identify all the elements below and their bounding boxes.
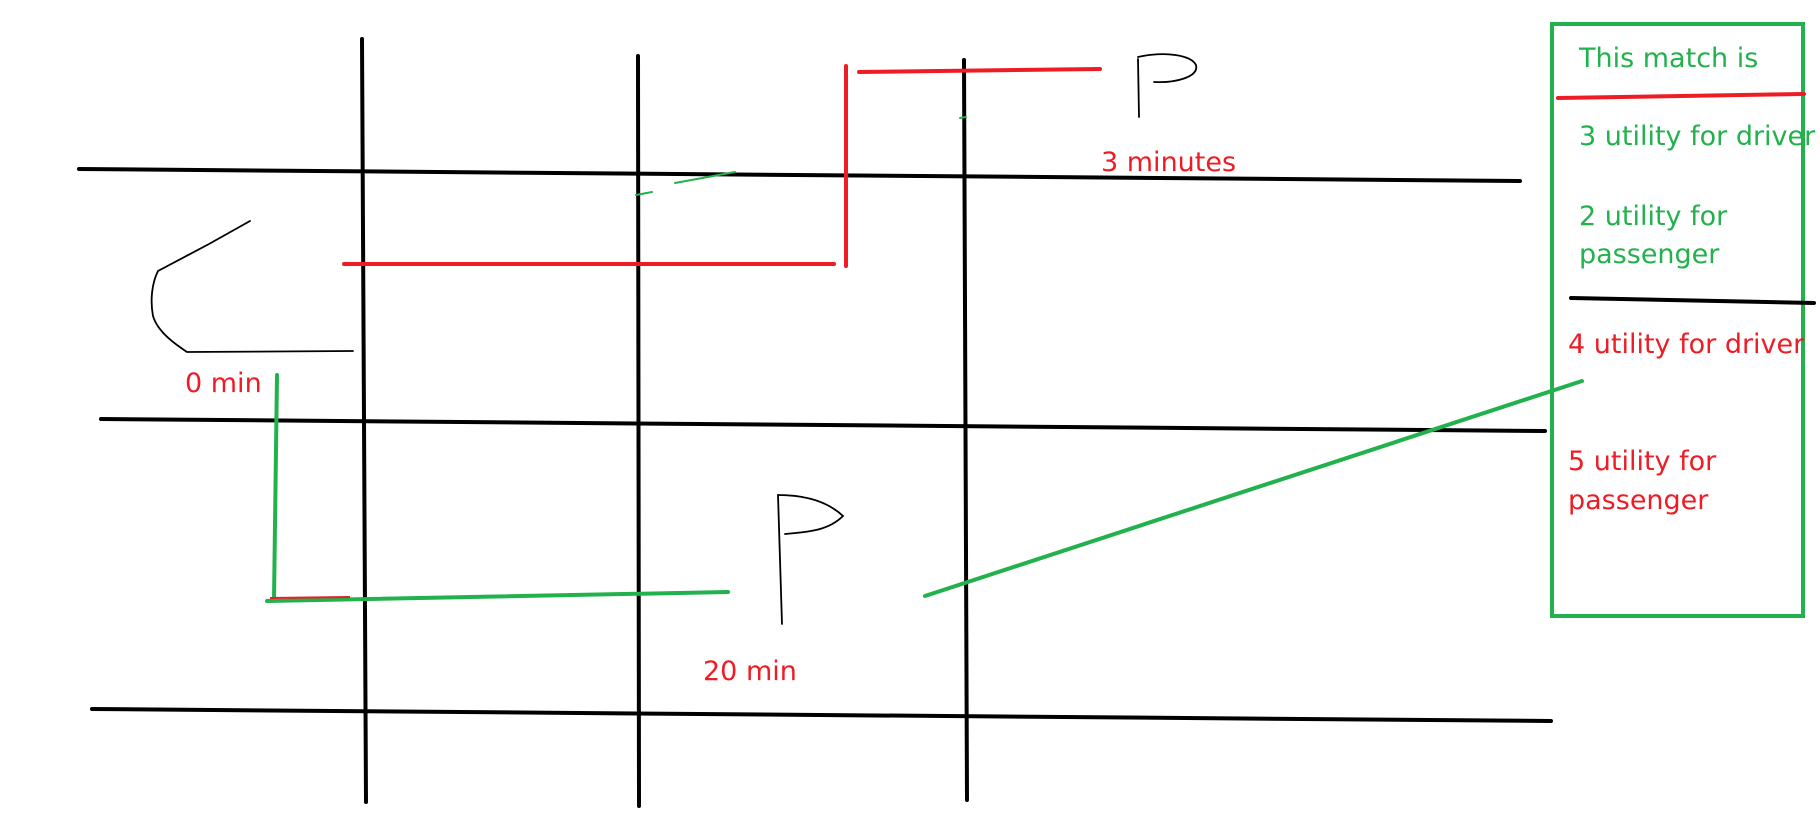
legend-green-passenger-line2: passenger <box>1579 239 1720 270</box>
vertical-street-2 <box>636 54 641 808</box>
legend-title: This match is <box>1578 43 1758 74</box>
legend-red-passenger-line1: 5 utility for <box>1568 446 1717 477</box>
legend-green-passenger-line1: 2 utility for <box>1579 201 1728 232</box>
horizontal-street-1 <box>77 167 1522 183</box>
legend-black-divider <box>1569 296 1816 305</box>
vertical-street-3 <box>962 58 969 802</box>
bottom-flag-time-label: 20 min <box>703 656 797 687</box>
street-grid <box>77 37 1553 808</box>
vertical-street-1 <box>360 37 368 804</box>
red-route <box>342 64 1102 268</box>
green-faint-segments <box>635 116 967 196</box>
horizontal-street-3 <box>90 707 1553 723</box>
red-underline-fragment <box>269 596 351 599</box>
green-route <box>265 373 1584 603</box>
legend-red-driver: 4 utility for driver <box>1568 329 1805 360</box>
legend-box: This match is 3 utility for driver 2 uti… <box>1550 22 1816 618</box>
legend-red-divider <box>1556 92 1806 100</box>
car-time-label: 0 min <box>185 368 262 399</box>
legend-green-driver: 3 utility for driver <box>1579 121 1816 152</box>
horizontal-street-2 <box>99 417 1547 433</box>
top-flag-time-label: 3 minutes <box>1101 147 1236 178</box>
car-sketch-icon <box>150 220 354 353</box>
flag-icon <box>777 494 845 625</box>
flag-icon <box>1137 53 1197 118</box>
legend-red-passenger-line2: passenger <box>1568 485 1709 516</box>
